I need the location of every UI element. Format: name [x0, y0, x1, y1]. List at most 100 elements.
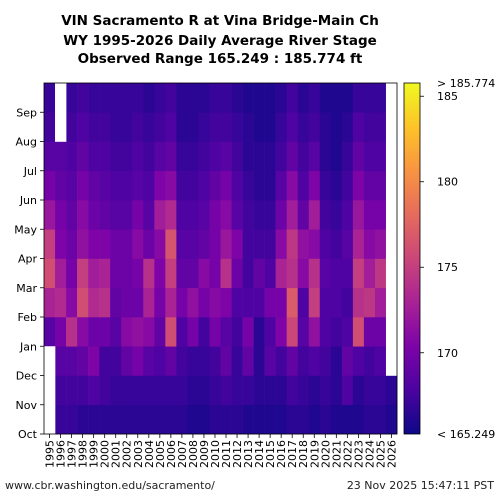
heatmap-cell-2003-Dec [132, 346, 144, 376]
title-line-2: WY 1995-2026 Daily Average River Stage [63, 33, 377, 49]
heatmap-cell-2025-Apr [374, 229, 387, 259]
source-url[interactable]: www.cbr.washington.edu/sacramento/ [5, 479, 215, 492]
heatmap-cell-2003-Jun [132, 170, 144, 201]
x-tick-label-2006: 2006 [165, 440, 178, 468]
heatmap-cell-2010-Apr [209, 229, 221, 259]
heatmap-cell-2023-Jan [352, 317, 365, 347]
heatmap-cell-2019-Nov [308, 375, 321, 406]
heatmap-gap-2026-Jan [385, 317, 398, 347]
y-tick-label-Jan: Jan [19, 340, 37, 353]
heatmap-cell-2001-Dec [110, 346, 122, 376]
heatmap-cell-2018-Feb [297, 287, 310, 318]
heatmap-cell-2018-Sep [297, 83, 310, 113]
x-tick-label-1995: 1995 [44, 440, 57, 468]
heatmap-cell-2002-Mar [121, 258, 133, 289]
heatmap-cell-2019-Jan [308, 317, 321, 347]
heatmap-cell-2013-Sep [242, 83, 254, 113]
heatmap-cell-1999-Feb [88, 287, 100, 318]
heatmap-cell-1997-Jul [66, 141, 78, 172]
x-tick-label-2014: 2014 [253, 440, 266, 468]
heatmap-cell-1998-May [77, 200, 89, 230]
heatmap-cell-2008-Sep [187, 83, 199, 113]
heatmap-gap-1996-Sep [55, 83, 67, 113]
heatmap-cell-2018-May [297, 200, 310, 230]
heatmap-cell-2015-Sep [264, 83, 276, 113]
heatmap-cell-2015-Aug [264, 112, 276, 142]
heatmap-gap-2026-May [385, 200, 398, 230]
heatmap-cell-2012-Oct [231, 404, 243, 435]
x-tick-label-2016: 2016 [275, 440, 288, 468]
heatmap-cell-2011-Jun [220, 170, 232, 201]
heatmap-cell-1999-Jan [88, 317, 100, 347]
heatmap-cell-2016-Nov [275, 375, 287, 406]
x-tick-label-2003: 2003 [132, 440, 145, 468]
heatmap-cell-2000-Feb [99, 287, 111, 318]
heatmap-cell-2021-Jun [330, 170, 343, 201]
heatmap-cell-2016-Jun [275, 170, 287, 201]
heatmap-cell-2002-Feb [121, 287, 133, 318]
heatmap-cell-1996-Oct [55, 404, 67, 435]
heatmap-gap-2026-Feb [385, 287, 398, 318]
heatmap-cell-2021-Mar [330, 258, 343, 289]
heatmap-cell-2008-Mar [187, 258, 199, 289]
heatmap-cell-1995-Mar [44, 258, 56, 289]
x-tick-label-2009: 2009 [198, 440, 211, 468]
heatmap-cell-2024-Dec [363, 346, 376, 376]
heatmap-cell-2024-Sep [363, 83, 376, 113]
colorbar-tick-label-180: 180 [437, 176, 458, 189]
heatmap-cell-1998-Dec [77, 346, 89, 376]
heatmap-cell-1996-Mar [55, 258, 67, 289]
heatmap-cell-2002-Jun [121, 170, 133, 201]
heatmap-cell-2011-Apr [220, 229, 232, 259]
heatmap-cell-2007-Dec [176, 346, 188, 376]
heatmap-cell-2005-Jul [154, 141, 166, 172]
heatmap-cell-2008-Dec [187, 346, 199, 376]
heatmap-cell-2003-May [132, 200, 144, 230]
heatmap-cell-2001-Jan [110, 317, 122, 347]
heatmap-cell-2021-Sep [330, 83, 343, 113]
heatmap-cell-2007-Nov [176, 375, 188, 406]
heatmap-cell-2021-Jan [330, 317, 343, 347]
heatmap-cell-2005-Aug [154, 112, 166, 142]
heatmap-cell-1997-Feb [66, 287, 78, 318]
heatmap-cell-2025-May [374, 200, 387, 230]
heatmap-cell-1996-Nov [55, 375, 67, 406]
heatmap-cell-2022-Mar [341, 258, 354, 289]
heatmap-cell-2003-Mar [132, 258, 144, 289]
heatmap-cell-2012-Apr [231, 229, 243, 259]
x-tick-label-2025: 2025 [374, 440, 387, 468]
heatmap-cell-2005-Apr [154, 229, 166, 259]
heatmap-cell-2008-Apr [187, 229, 199, 259]
heatmap-cell-2003-Jul [132, 141, 144, 172]
heatmap-cell-1999-Dec [88, 346, 100, 376]
heatmap-cell-2003-Oct [132, 404, 144, 435]
title-line-1: VIN Sacramento R at Vina Bridge-Main Ch [61, 13, 379, 29]
colorbar-ticks: 170 175 180 185 [420, 90, 458, 360]
heatmap-cell-2011-Nov [220, 375, 232, 406]
heatmap-cell-1996-Jul [55, 141, 67, 172]
heatmap-cell-2005-Jan [154, 317, 166, 347]
heatmap-cell-2024-Oct [363, 404, 376, 435]
heatmap-cell-2015-Dec [264, 346, 276, 376]
heatmap-cell-2019-Oct [308, 404, 321, 435]
heatmap-cell-2022-Jun [341, 170, 354, 201]
heatmap-cell-2012-May [231, 200, 243, 230]
heatmap-cell-2000-Nov [99, 375, 111, 406]
heatmap-cell-2019-Feb [308, 287, 321, 318]
heatmap-cell-2000-Mar [99, 258, 111, 289]
heatmap-cell-2010-Oct [209, 404, 221, 435]
colorbar-top-label: > 185.774 [437, 77, 495, 90]
heatmap-cell-2005-Oct [154, 404, 166, 435]
heatmap-cell-2020-May [319, 200, 332, 230]
heatmap-cell-2005-Mar [154, 258, 166, 289]
heatmap-cell-2003-Jan [132, 317, 144, 347]
heatmap-cell-2002-May [121, 200, 133, 230]
heatmap-cell-2023-Jun [352, 170, 365, 201]
heatmap-cell-2019-Aug [308, 112, 321, 142]
y-tick-label-Dec: Dec [16, 370, 37, 383]
x-tick-label-2005: 2005 [154, 440, 167, 468]
chart-title: VIN Sacramento R at Vina Bridge-Main Ch … [61, 13, 379, 67]
heatmap-cell-2020-Jan [319, 317, 332, 347]
heatmap-cell-2015-Mar [264, 258, 276, 289]
heatmap-cell-2007-Feb [176, 287, 188, 318]
